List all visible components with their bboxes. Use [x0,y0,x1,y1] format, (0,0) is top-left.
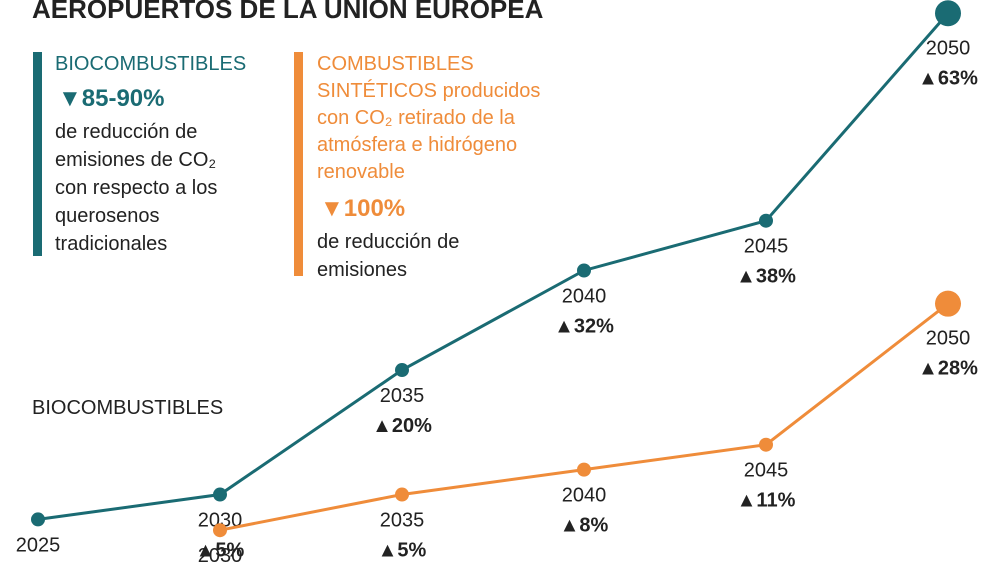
point [935,290,961,317]
value-label: ▲63% [918,67,978,89]
year-label: 2050 [926,328,971,350]
legend-figure: ▼100% [320,195,405,222]
value-label: ▲5% [196,540,245,562]
year-label: 2050 [926,37,971,59]
point [577,263,591,278]
value-label: ▲5% [378,540,427,562]
point [395,363,409,378]
legend-heading: SINTÉTICOS producidos [317,79,540,102]
point [759,213,773,228]
legend-bar [294,52,303,276]
legend-text: tradicionales [55,233,167,255]
legend-text: con respecto a los [55,177,217,199]
value-label: ▲38% [736,266,796,288]
legend-bar [33,52,42,256]
value-label: ▲32% [554,315,614,337]
legend-figure: ▼85-90% [58,85,164,112]
year-label: 2040 [562,485,607,507]
legend-text: querosenos [55,205,160,227]
legend-heading: renovable [317,161,405,183]
point [31,512,45,527]
point [395,487,409,502]
year-label: 2030 [198,545,243,567]
value-label: ▲11% [737,490,796,512]
legend-heading: atmósfera e hidrógeno [317,134,517,156]
point [213,487,227,502]
year-label: 2035 [380,510,425,532]
year-label: 2030 [198,510,243,532]
legend-text: emisiones de CO₂ [55,149,216,171]
chart-title: AEROPUERTOS DE LA UNIÓN EUROPEA [32,0,544,24]
legend-text: de reducción de [317,231,459,253]
legend-heading: BIOCOMBUSTIBLES [55,53,246,75]
point [759,437,773,452]
value-label: ▲2% [14,564,63,567]
legend-heading: COMBUSTIBLES [317,53,474,75]
legend-text: emisiones [317,259,407,281]
series-line [37,12,950,521]
value-label: ▲28% [918,358,978,380]
point [935,0,961,27]
value-label: ▲8% [560,515,609,537]
point [213,523,227,538]
series-label: BIOCOMBUSTIBLES [32,397,223,419]
legend-heading: con CO₂ retirado de la [317,107,516,129]
year-label: 2040 [562,285,607,307]
year-label: 2045 [744,460,789,482]
point [577,462,591,477]
year-label: 2035 [380,385,425,407]
year-label: 2025 [16,534,61,556]
legend-text: de reducción de [55,121,197,143]
year-label: 2045 [744,236,789,258]
value-label: ▲20% [372,415,432,437]
